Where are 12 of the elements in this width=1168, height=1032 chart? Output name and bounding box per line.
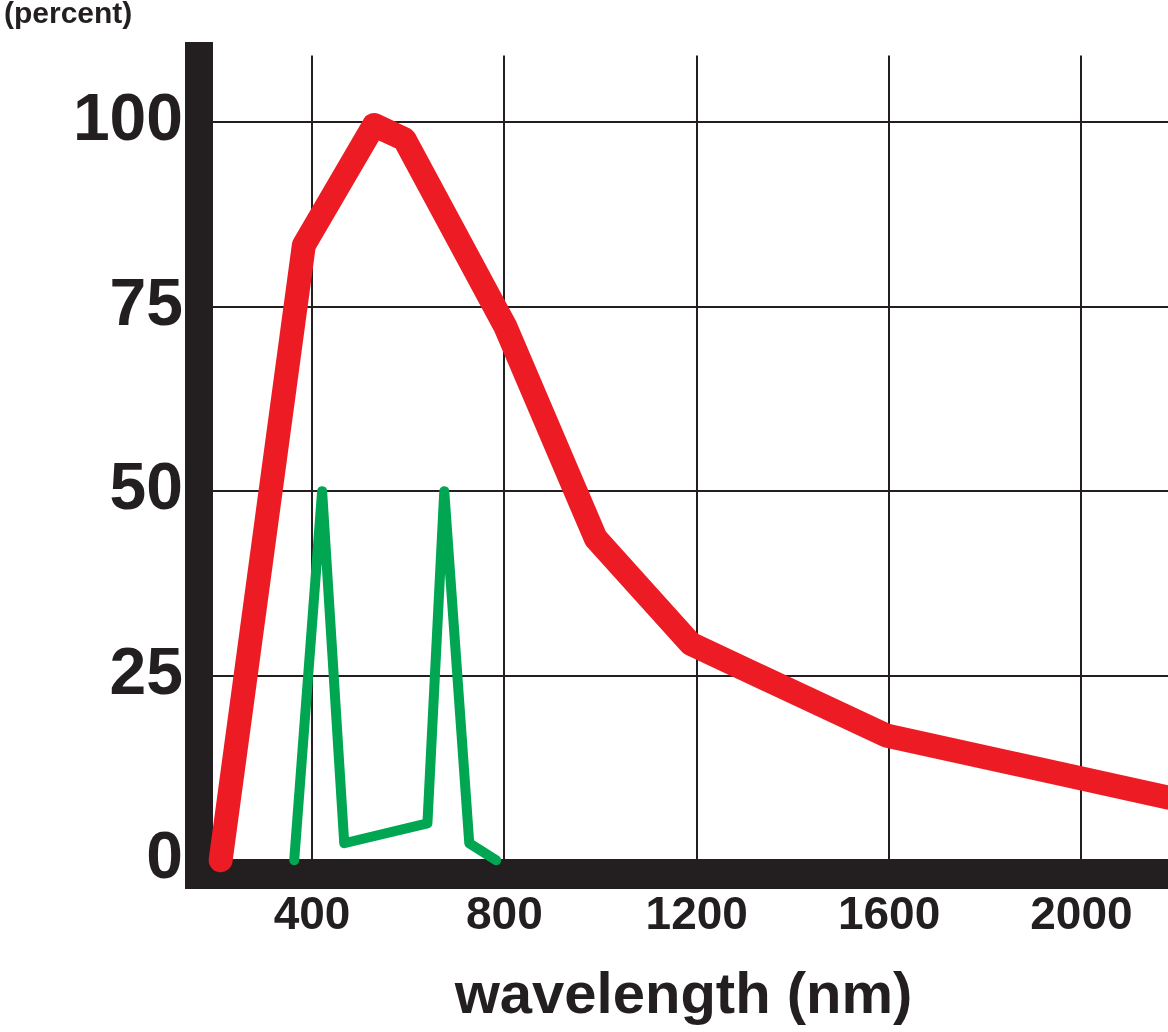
- x-axis-title: wavelength (nm): [453, 960, 913, 1026]
- y-tick-label: 0: [146, 818, 183, 893]
- y-tick-label: 25: [109, 633, 183, 708]
- x-tick-label: 800: [465, 887, 543, 940]
- x-tick-label: 1200: [645, 887, 748, 940]
- y-tick-label: 75: [109, 264, 183, 339]
- x-tick-label: 400: [273, 887, 351, 940]
- y-tick-label: 100: [72, 80, 183, 155]
- y-axis-title: (percent): [4, 0, 133, 30]
- y-tick-label: 50: [109, 449, 183, 524]
- x-tick-label: 2000: [1030, 887, 1133, 940]
- x-tick-label: 1600: [837, 887, 941, 940]
